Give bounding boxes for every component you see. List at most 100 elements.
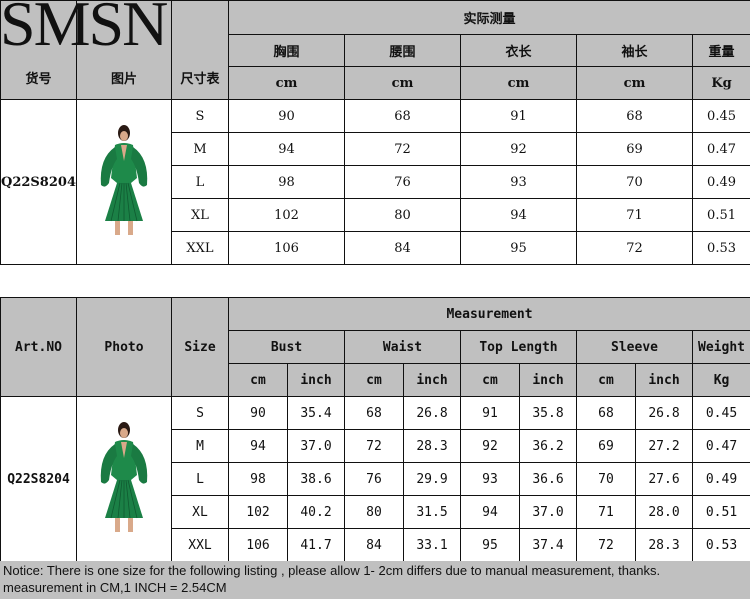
value-cell: 28.0 xyxy=(635,495,693,529)
chinese-size-table: 货号 图片 尺寸表 实际测量 胸围 腰围 衣长 袖长 重量 cm cm cm cm Kg Q22S82… xyxy=(0,0,750,265)
value-cell: 106 xyxy=(228,528,288,562)
col-header: Sleeve xyxy=(576,330,693,364)
value-cell: 76 xyxy=(344,165,461,199)
value-cell: 95 xyxy=(460,528,520,562)
value-cell: 68 xyxy=(576,99,693,133)
size-cell: XL xyxy=(171,495,229,529)
value-cell: 69 xyxy=(576,429,636,463)
value-cell: 90 xyxy=(228,396,288,430)
value-cell: 102 xyxy=(228,198,345,232)
unit-header: cm xyxy=(344,363,404,397)
unit-header: inch xyxy=(287,363,345,397)
value-cell: 26.8 xyxy=(635,396,693,430)
value-cell: 71 xyxy=(576,495,636,529)
col-header: Bust xyxy=(228,330,345,364)
value-cell: 93 xyxy=(460,462,520,496)
col-header: 袖长 xyxy=(576,34,693,67)
size-cell: M xyxy=(171,429,229,463)
notice: Notice: There is one size for the follow… xyxy=(0,561,750,599)
table-row: M 94 37.0 72 28.3 92 36.2 69 27.2 0.47 xyxy=(1,429,750,463)
value-cell: 94 xyxy=(228,132,345,166)
unit-header: cm xyxy=(576,363,636,397)
value-cell: 102 xyxy=(228,495,288,529)
col-header: 胸围 xyxy=(228,34,345,67)
value-cell: 37.0 xyxy=(519,495,577,529)
value-cell: 91 xyxy=(460,99,577,133)
value-cell: 94 xyxy=(460,198,577,232)
value-cell: 0.51 xyxy=(691,495,750,529)
value-cell: 0.53 xyxy=(691,528,750,562)
value-cell: 0.53 xyxy=(691,231,750,265)
col-header: 衣长 xyxy=(460,34,577,67)
header-size: Size xyxy=(171,297,229,397)
size-cell: S xyxy=(171,99,229,133)
table-row: Q22S8204 S 90 68 91 68 0.45 xyxy=(0,99,750,265)
col-header: 腰围 xyxy=(344,34,461,67)
value-cell: 31.5 xyxy=(403,495,461,529)
value-cell: 37.4 xyxy=(519,528,577,562)
value-cell: 94 xyxy=(228,429,288,463)
value-cell: 68 xyxy=(344,396,404,430)
unit-header: cm xyxy=(228,363,288,397)
value-cell: 0.47 xyxy=(691,429,750,463)
value-cell: 71 xyxy=(576,198,693,232)
value-cell: 94 xyxy=(460,495,520,529)
table-row: Q22S8204 S 90 35.4 68 26.8 91 35.8 68 26.8 0.45 xyxy=(0,396,750,562)
value-cell: 27.6 xyxy=(635,462,693,496)
english-size-table: Art.NO Photo Size Measurement Bust Waist Top … xyxy=(0,297,750,562)
size-cell: XXL xyxy=(171,528,229,562)
value-cell: 37.0 xyxy=(287,429,345,463)
size-cell: M xyxy=(171,132,229,166)
value-cell: 40.2 xyxy=(287,495,345,529)
header-photo: Photo xyxy=(76,297,172,397)
value-cell: 72 xyxy=(344,132,461,166)
value-cell: 36.2 xyxy=(519,429,577,463)
value-cell: 84 xyxy=(344,528,404,562)
header-measurement: Measurement xyxy=(227,297,750,331)
value-cell: 72 xyxy=(344,429,404,463)
value-cell: 68 xyxy=(576,396,636,430)
table-row: XXL 106 84 95 72 0.53 xyxy=(1,231,750,265)
notice-line-2: measurement in CM,1 INCH = 2.54CM xyxy=(3,580,227,595)
col-header: Weight xyxy=(691,330,750,364)
value-cell: 90 xyxy=(228,99,345,133)
header-art-no: Art.NO xyxy=(0,297,77,397)
col-header: Waist xyxy=(344,330,461,364)
value-cell: 98 xyxy=(228,165,345,199)
value-cell: 0.49 xyxy=(691,165,750,199)
header-art-no: 货号 xyxy=(0,0,77,100)
value-cell: 0.49 xyxy=(691,462,750,496)
unit-header: Kg xyxy=(691,363,750,397)
value-cell: 36.6 xyxy=(519,462,577,496)
header-measurement: 实际测量 xyxy=(227,0,750,35)
value-cell: 72 xyxy=(576,231,693,265)
value-cell: 68 xyxy=(344,99,461,133)
value-cell: 84 xyxy=(344,231,461,265)
value-cell: 92 xyxy=(460,429,520,463)
value-cell: 92 xyxy=(460,132,577,166)
unit-header: Kg xyxy=(691,66,750,100)
size-cell: S xyxy=(171,396,229,430)
value-cell: 0.45 xyxy=(691,99,750,133)
table-row: XL 102 40.2 80 31.5 94 37.0 71 28.0 0.51 xyxy=(1,495,750,529)
dress-photo xyxy=(100,421,148,532)
size-cell: XXL xyxy=(171,231,229,265)
value-cell: 93 xyxy=(460,165,577,199)
value-cell: 28.3 xyxy=(403,429,461,463)
size-cell: XL xyxy=(171,198,229,232)
header-size: 尺寸表 xyxy=(171,0,229,100)
col-header: Top Length xyxy=(460,330,577,364)
unit-header: inch xyxy=(519,363,577,397)
unit-header: cm xyxy=(344,66,461,100)
table-row: L 98 38.6 76 29.9 93 36.6 70 27.6 0.49 xyxy=(1,462,750,496)
value-cell: 69 xyxy=(576,132,693,166)
brand-logo: SMSN xyxy=(0,0,168,59)
value-cell: 38.6 xyxy=(287,462,345,496)
unit-header: inch xyxy=(635,363,693,397)
value-cell: 33.1 xyxy=(403,528,461,562)
unit-header: cm xyxy=(576,66,693,100)
value-cell: 91 xyxy=(460,396,520,430)
value-cell: 0.51 xyxy=(691,198,750,232)
value-cell: 28.3 xyxy=(635,528,693,562)
product-photo xyxy=(76,396,172,562)
